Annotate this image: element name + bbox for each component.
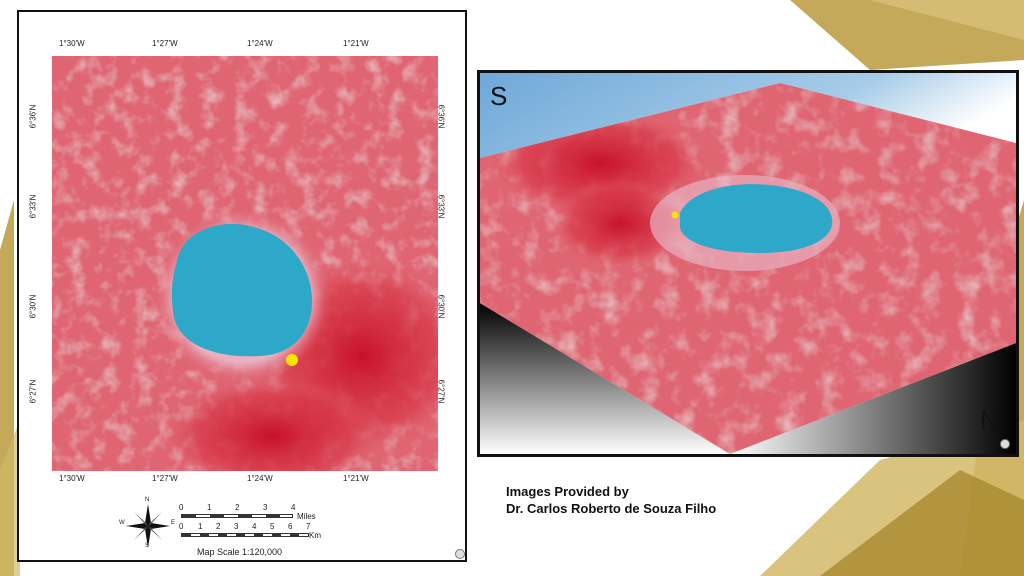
- lon-label-bottom: 1°21'W: [343, 474, 369, 483]
- compass-n: N: [145, 497, 150, 503]
- lat-label-left: 6°36'N: [28, 104, 38, 129]
- lon-label-bottom: 1°30'W: [59, 474, 85, 483]
- north-label: N: [980, 405, 999, 435]
- km-tick: 6: [288, 522, 293, 531]
- lon-label-top: 1°21'W: [343, 39, 369, 48]
- miles-tick: 1: [207, 503, 212, 512]
- lon-label-top: 1°30'W: [59, 39, 85, 48]
- credit-line-2: Dr. Carlos Roberto de Souza Filho: [506, 501, 717, 516]
- km-tick: 0: [179, 522, 184, 531]
- compass-w: W: [119, 520, 125, 526]
- compass-e: E: [171, 520, 176, 526]
- lake-shape: [171, 223, 313, 357]
- miles-tick: 4: [291, 503, 296, 512]
- south-label: S: [490, 81, 508, 111]
- lon-label-top: 1°27'W: [152, 39, 178, 48]
- miles-tick: 0: [179, 503, 184, 512]
- compass-s: S: [145, 543, 150, 549]
- miles-tick: 2: [235, 503, 240, 512]
- perspective-view-panel: S N: [477, 70, 1019, 457]
- compass-rose-icon: [126, 504, 170, 548]
- km-tick: 4: [252, 522, 257, 531]
- km-tick: 5: [270, 522, 275, 531]
- lon-label-bottom: 1°27'W: [152, 474, 178, 483]
- speaker-icon: [455, 549, 465, 559]
- lon-label-top: 1°24'W: [247, 39, 273, 48]
- map-scale-label: Map Scale 1:120,000: [197, 547, 283, 557]
- site-marker-3d: [671, 211, 679, 219]
- map-panel: 1°30'W 1°27'W 1°24'W 1°21'W 1°30'W 1°27'…: [17, 10, 467, 562]
- km-tick: 3: [234, 522, 239, 531]
- lat-label-left: 6°27'N: [28, 379, 38, 404]
- lat-label-left: 6°33'N: [28, 194, 38, 219]
- site-marker: [286, 354, 298, 366]
- km-tick: 7: [306, 522, 311, 531]
- speaker-icon: [1000, 439, 1010, 449]
- lat-label-left: 6°30'N: [28, 294, 38, 319]
- miles-unit: Miles: [297, 512, 316, 521]
- lon-label-bottom: 1°24'W: [247, 474, 273, 483]
- km-scale-bar: [181, 533, 309, 537]
- miles-tick: 3: [263, 503, 268, 512]
- miles-scale-bar: [181, 514, 293, 518]
- satellite-map-image: [52, 56, 438, 471]
- km-tick: 1: [198, 522, 203, 531]
- km-unit: Km: [309, 531, 321, 540]
- terrain-3d-image: [480, 73, 1016, 454]
- lake-shape-3d: [680, 184, 833, 253]
- credit-line-1: Images Provided by: [506, 484, 629, 499]
- km-tick: 2: [216, 522, 221, 531]
